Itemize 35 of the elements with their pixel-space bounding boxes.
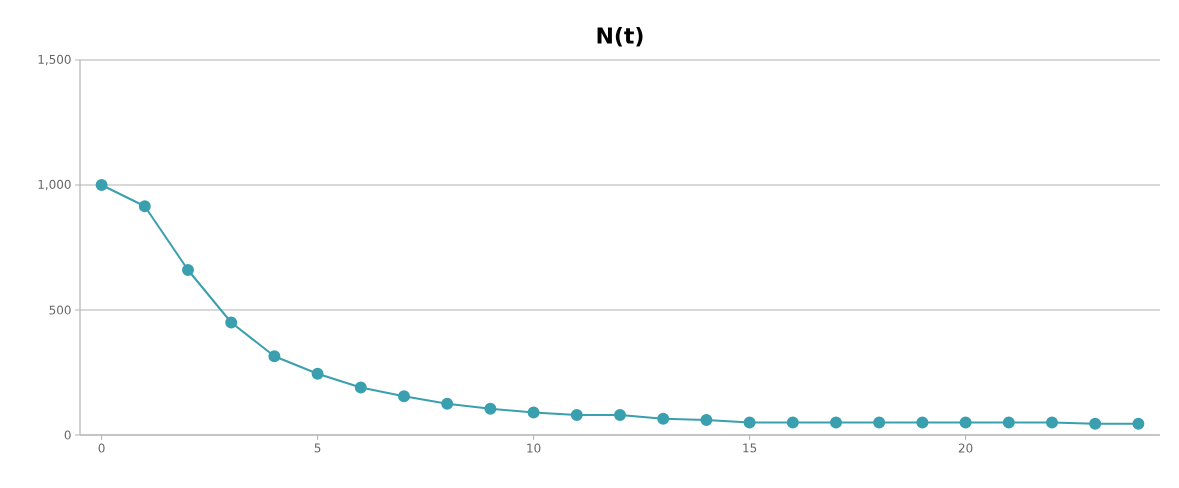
point xyxy=(182,264,194,276)
x-tick-label: 0 xyxy=(98,443,105,453)
point xyxy=(398,390,410,403)
point xyxy=(138,200,151,213)
point xyxy=(484,402,497,415)
point xyxy=(657,412,670,425)
y-tick-label: 1,000 xyxy=(38,179,71,191)
point xyxy=(441,397,454,410)
point xyxy=(700,414,713,426)
y-tick-label: 0 xyxy=(64,430,71,440)
point xyxy=(1132,417,1145,430)
point xyxy=(1045,416,1058,429)
point xyxy=(570,409,583,421)
point xyxy=(311,367,324,380)
point xyxy=(873,416,886,429)
point xyxy=(786,416,799,429)
point xyxy=(1002,416,1015,429)
point xyxy=(916,416,929,429)
chart-title: N(t) xyxy=(597,26,643,47)
point xyxy=(527,406,540,419)
x-tick-label: 15 xyxy=(743,443,757,453)
x-tick-label: 20 xyxy=(958,443,973,453)
point xyxy=(95,179,108,191)
point xyxy=(354,381,367,394)
point xyxy=(268,350,281,363)
x-tick-label: 10 xyxy=(527,443,541,453)
point xyxy=(959,416,972,429)
point xyxy=(225,316,238,329)
point xyxy=(1089,417,1102,430)
y-tick-label: 500 xyxy=(49,305,71,315)
y-tick-label: 1,500 xyxy=(38,54,71,66)
point xyxy=(614,409,626,421)
point xyxy=(829,416,842,429)
x-tick-label: 5 xyxy=(314,443,321,453)
point xyxy=(743,416,756,429)
